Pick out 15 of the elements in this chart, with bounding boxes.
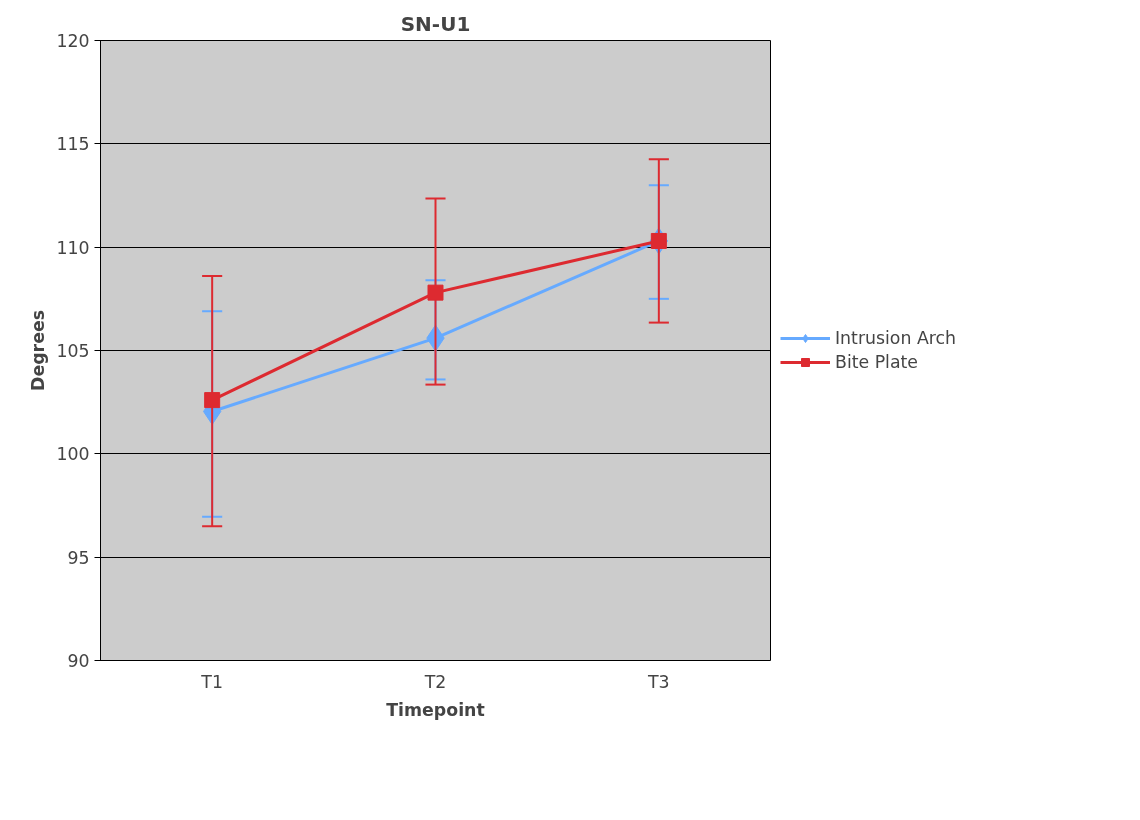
y-tick-label: 100 <box>56 444 90 465</box>
y-tick-label: 115 <box>56 134 90 155</box>
y-tick-label: 90 <box>67 651 90 671</box>
y-tick-label: 110 <box>56 237 90 258</box>
legend-label: Intrusion Arch <box>835 328 957 348</box>
legend-label: Bite Plate <box>835 352 919 372</box>
x-tick-label: T3 <box>647 671 670 692</box>
y-tick-label: 120 <box>56 31 90 51</box>
x-tick-label: T1 <box>200 671 223 692</box>
y-tick-label: 95 <box>67 547 90 568</box>
x-axis-title: Timepoint <box>386 699 485 720</box>
y-tick-label: 105 <box>56 341 90 361</box>
chart-title: SN-U1 <box>400 11 471 36</box>
y-axis-title: Degrees <box>28 310 49 391</box>
x-tick-label: T2 <box>423 671 447 692</box>
